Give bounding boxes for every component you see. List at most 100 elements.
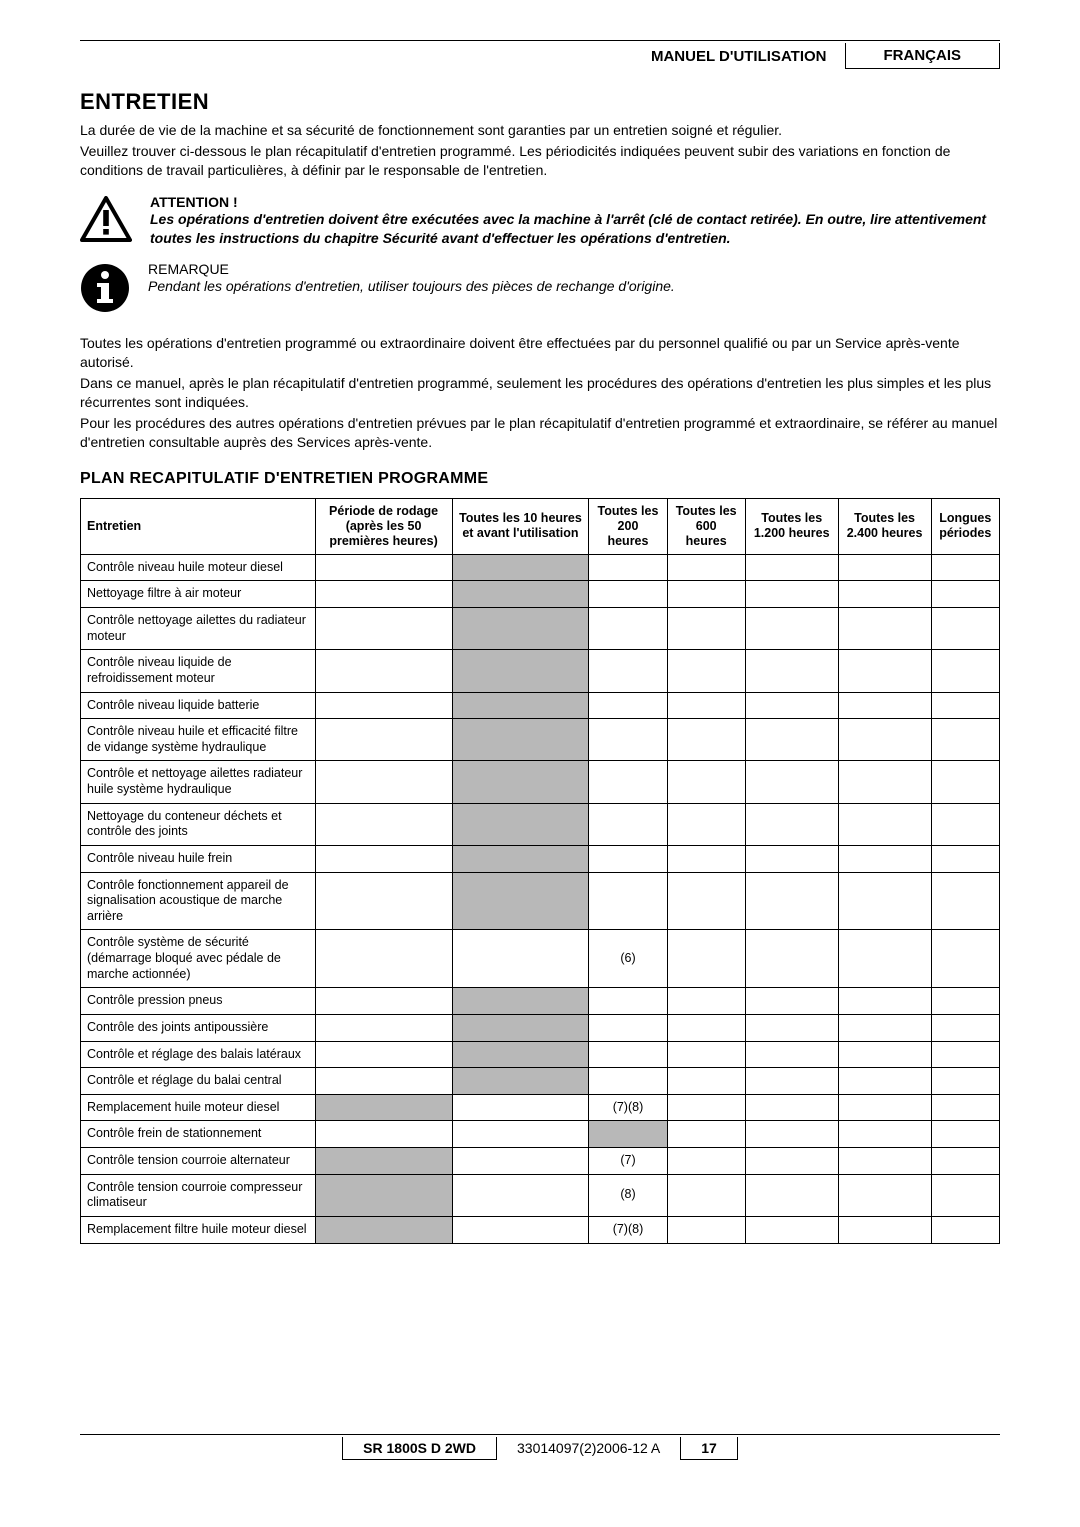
- row-cell: [838, 1094, 931, 1121]
- row-cell: [667, 761, 745, 803]
- table-row: Nettoyage du conteneur déchets et contrô…: [81, 803, 1000, 845]
- row-cell: [931, 988, 1000, 1015]
- row-cell: [931, 554, 1000, 581]
- table-row: Contrôle niveau huile et efficacité filt…: [81, 719, 1000, 761]
- table-header: Longues périodes: [931, 498, 1000, 554]
- maintenance-schedule-table: EntretienPériode de rodage (après les 50…: [80, 498, 1000, 1244]
- row-cell: [838, 845, 931, 872]
- page-title: ENTRETIEN: [80, 89, 1000, 115]
- table-row: Remplacement huile moteur diesel(7)(8): [81, 1094, 1000, 1121]
- footer-model: SR 1800S D 2WD: [342, 1437, 497, 1460]
- info-circle-icon: [80, 263, 130, 316]
- table-row: Contrôle tension courroie alternateur (7): [81, 1148, 1000, 1175]
- row-cell: [589, 1121, 667, 1148]
- row-cell: [667, 554, 745, 581]
- row-cell: [745, 650, 838, 692]
- row-cell: [667, 803, 745, 845]
- row-cell: [745, 1014, 838, 1041]
- table-header: Toutes les 1.200 heures: [745, 498, 838, 554]
- row-cell: [667, 1148, 745, 1175]
- row-cell: [931, 1041, 1000, 1068]
- row-cell: [315, 803, 452, 845]
- row-cell: [452, 988, 589, 1015]
- row-cell: [745, 1094, 838, 1121]
- row-cell: [315, 761, 452, 803]
- row-cell: [745, 692, 838, 719]
- table-row: Contrôle nettoyage ailettes du radiateur…: [81, 608, 1000, 650]
- row-cell: [838, 761, 931, 803]
- row-cell: [838, 803, 931, 845]
- row-cell: [452, 719, 589, 761]
- table-row: Contrôle système de sécurité (démarrage …: [81, 930, 1000, 988]
- row-cell: [838, 719, 931, 761]
- row-cell: [452, 845, 589, 872]
- row-label: Contrôle niveau huile frein: [81, 845, 316, 872]
- intro-paragraphs: La durée de vie de la machine et sa sécu…: [80, 121, 1000, 180]
- row-cell: (7): [589, 1148, 667, 1175]
- footer-page-number: 17: [680, 1437, 738, 1460]
- header-manual-title: MANUEL D'UTILISATION: [633, 44, 845, 69]
- row-cell: [667, 872, 745, 930]
- body-p3: Pour les procédures des autres opération…: [80, 414, 1000, 452]
- table-row: Contrôle niveau huile moteur diesel: [81, 554, 1000, 581]
- row-cell: (6): [589, 930, 667, 988]
- row-cell: [931, 1094, 1000, 1121]
- row-cell: [452, 872, 589, 930]
- row-cell: [931, 1121, 1000, 1148]
- table-row: Contrôle tension courroie compresseur cl…: [81, 1174, 1000, 1216]
- row-cell: [589, 1041, 667, 1068]
- table-header: Toutes les 2.400 heures: [838, 498, 931, 554]
- row-cell: [838, 1148, 931, 1175]
- table-row: Contrôle pression pneus: [81, 988, 1000, 1015]
- row-cell: [315, 988, 452, 1015]
- row-cell: [452, 1148, 589, 1175]
- row-cell: [315, 554, 452, 581]
- row-label: Contrôle tension courroie alternateur: [81, 1148, 316, 1175]
- row-cell: [667, 1014, 745, 1041]
- table-header: Toutes les 200 heures: [589, 498, 667, 554]
- row-cell: [667, 988, 745, 1015]
- row-cell: [452, 761, 589, 803]
- table-row: Contrôle niveau liquide batterie: [81, 692, 1000, 719]
- row-cell: [452, 1094, 589, 1121]
- row-label: Remplacement huile moteur diesel: [81, 1094, 316, 1121]
- attention-callout: ATTENTION ! Les opérations d'entretien d…: [80, 194, 1000, 248]
- row-cell: (8): [589, 1174, 667, 1216]
- row-cell: [315, 608, 452, 650]
- row-cell: [745, 1174, 838, 1216]
- row-cell: [838, 1068, 931, 1095]
- table-header: Toutes les 10 heures et avant l'utilisat…: [452, 498, 589, 554]
- row-cell: [667, 650, 745, 692]
- row-cell: [452, 608, 589, 650]
- attention-title: ATTENTION !: [150, 194, 1000, 210]
- row-cell: [452, 692, 589, 719]
- row-cell: [745, 872, 838, 930]
- row-cell: [931, 719, 1000, 761]
- row-cell: [315, 1148, 452, 1175]
- row-cell: [931, 930, 1000, 988]
- row-cell: [931, 1174, 1000, 1216]
- body-p2: Dans ce manuel, après le plan récapitula…: [80, 374, 1000, 412]
- row-cell: [452, 1174, 589, 1216]
- row-cell: [589, 1068, 667, 1095]
- row-cell: [315, 1174, 452, 1216]
- row-label: Contrôle fonctionnement appareil de sign…: [81, 872, 316, 930]
- intro-p2: Veuillez trouver ci-dessous le plan réca…: [80, 142, 1000, 180]
- row-cell: [838, 1041, 931, 1068]
- row-cell: [667, 581, 745, 608]
- row-cell: [745, 608, 838, 650]
- row-cell: [931, 1148, 1000, 1175]
- row-cell: [667, 930, 745, 988]
- row-cell: [931, 581, 1000, 608]
- table-header: Période de rodage (après les 50 première…: [315, 498, 452, 554]
- row-cell: [315, 1121, 452, 1148]
- row-label: Contrôle pression pneus: [81, 988, 316, 1015]
- row-cell: [589, 845, 667, 872]
- row-label: Contrôle et réglage des balais latéraux: [81, 1041, 316, 1068]
- row-cell: [931, 608, 1000, 650]
- table-row: Contrôle frein de stationnement: [81, 1121, 1000, 1148]
- row-cell: [745, 1121, 838, 1148]
- header-language: FRANÇAIS: [845, 43, 1001, 69]
- body-paragraphs: Toutes les opérations d'entretien progra…: [80, 334, 1000, 451]
- row-cell: [667, 719, 745, 761]
